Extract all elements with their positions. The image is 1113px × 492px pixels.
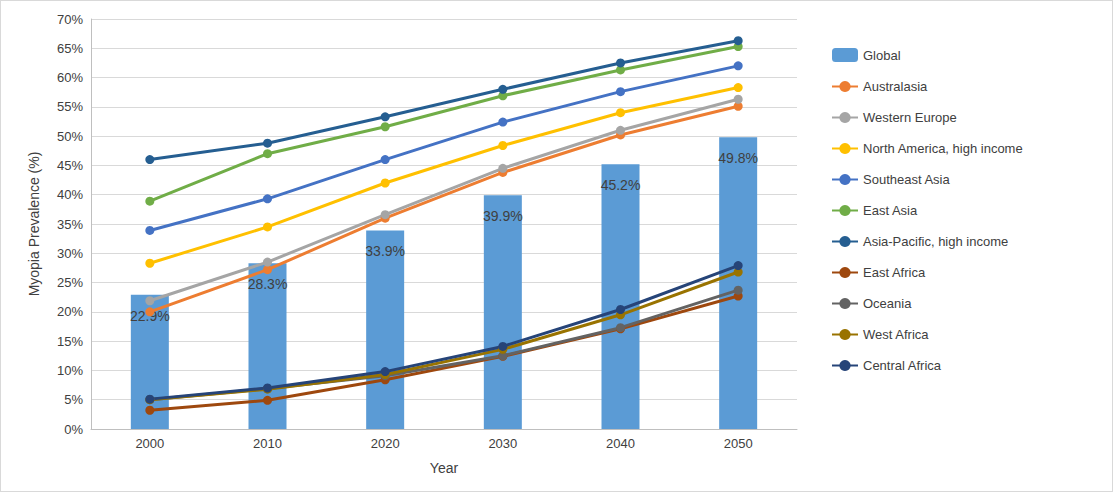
svg-text:2050: 2050 xyxy=(724,436,753,451)
svg-text:39.9%: 39.9% xyxy=(483,208,523,224)
svg-text:2030: 2030 xyxy=(488,436,517,451)
svg-text:East Africa: East Africa xyxy=(863,265,926,280)
svg-text:Global: Global xyxy=(863,48,901,63)
svg-text:25%: 25% xyxy=(57,275,83,290)
svg-text:49.8%: 49.8% xyxy=(718,150,758,166)
svg-text:55%: 55% xyxy=(57,99,83,114)
svg-text:North America, high income: North America, high income xyxy=(863,141,1023,156)
svg-text:2040: 2040 xyxy=(606,436,635,451)
svg-text:Australasia: Australasia xyxy=(863,79,928,94)
svg-text:10%: 10% xyxy=(57,363,83,378)
svg-text:Myopia Prevalence (%): Myopia Prevalence (%) xyxy=(26,152,42,297)
svg-text:35%: 35% xyxy=(57,217,83,232)
svg-text:5%: 5% xyxy=(64,392,83,407)
svg-text:60%: 60% xyxy=(57,70,83,85)
svg-text:50%: 50% xyxy=(57,129,83,144)
svg-text:Year: Year xyxy=(430,460,459,476)
svg-text:22.9%: 22.9% xyxy=(130,308,170,324)
svg-text:45%: 45% xyxy=(57,158,83,173)
svg-text:20%: 20% xyxy=(57,304,83,319)
svg-text:West Africa: West Africa xyxy=(863,327,929,342)
svg-text:2010: 2010 xyxy=(253,436,282,451)
svg-text:Central Africa: Central Africa xyxy=(863,358,942,373)
svg-text:2000: 2000 xyxy=(135,436,164,451)
svg-text:33.9%: 33.9% xyxy=(365,243,405,259)
svg-text:30%: 30% xyxy=(57,246,83,261)
svg-text:40%: 40% xyxy=(57,187,83,202)
svg-text:45.2%: 45.2% xyxy=(601,177,641,193)
svg-text:Asia-Pacific, high income: Asia-Pacific, high income xyxy=(863,234,1008,249)
svg-text:Southeast Asia: Southeast Asia xyxy=(863,172,950,187)
svg-text:28.3%: 28.3% xyxy=(248,276,288,292)
svg-text:2020: 2020 xyxy=(371,436,400,451)
svg-text:0%: 0% xyxy=(64,422,83,437)
svg-text:Oceania: Oceania xyxy=(863,296,912,311)
svg-text:65%: 65% xyxy=(57,41,83,56)
svg-text:Western Europe: Western Europe xyxy=(863,110,957,125)
svg-text:70%: 70% xyxy=(57,12,83,27)
svg-text:East Asia: East Asia xyxy=(863,203,918,218)
svg-text:15%: 15% xyxy=(57,334,83,349)
